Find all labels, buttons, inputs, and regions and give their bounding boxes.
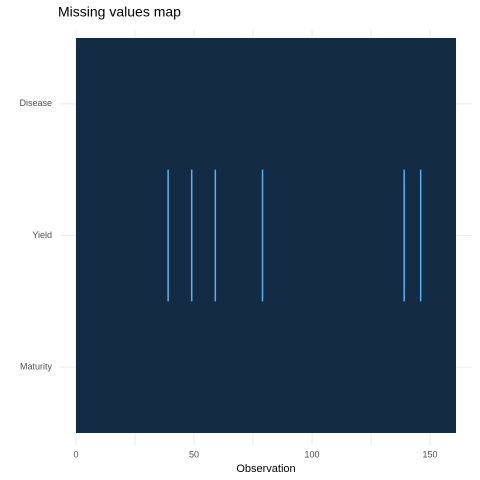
chart-title: Missing values map: [58, 4, 181, 20]
x-tick-label: 50: [189, 449, 199, 459]
x-axis-title: Observation: [236, 463, 295, 475]
x-tick-label: 150: [423, 449, 438, 459]
missing-cell: [167, 169, 169, 302]
missing-cell: [419, 169, 422, 302]
x-tick-label: 0: [73, 449, 78, 459]
missing-cell: [190, 169, 193, 302]
y-tick-label: Disease: [19, 98, 52, 108]
y-tick-label: Yield: [32, 230, 52, 240]
missing-cell: [261, 169, 264, 302]
y-tick-label: Maturity: [20, 362, 53, 372]
missing-cell: [403, 169, 405, 302]
missing-cell: [214, 169, 217, 302]
observed-panel: [76, 38, 456, 433]
x-tick-label: 100: [305, 449, 320, 459]
